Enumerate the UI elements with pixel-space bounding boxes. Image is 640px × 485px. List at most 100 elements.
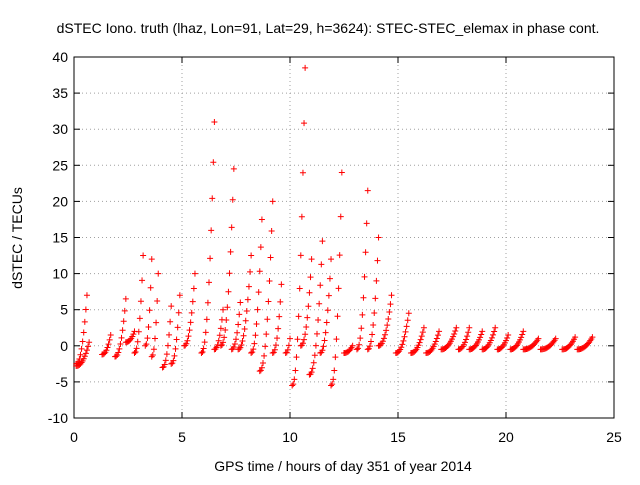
data-point xyxy=(487,337,494,344)
data-point xyxy=(145,323,152,330)
data-point xyxy=(476,336,482,343)
data-point xyxy=(236,346,243,353)
x-tick-label: 20 xyxy=(498,429,514,445)
data-arc xyxy=(198,118,218,357)
data-point xyxy=(311,352,318,359)
data-arc xyxy=(269,281,285,357)
data-point xyxy=(85,343,92,350)
data-point xyxy=(369,331,376,338)
data-point xyxy=(299,169,306,176)
data-point xyxy=(208,227,215,234)
data-point xyxy=(265,298,272,305)
data-point xyxy=(402,328,409,335)
data-point xyxy=(325,292,332,299)
data-point xyxy=(258,364,265,371)
data-point xyxy=(306,289,313,296)
data-point xyxy=(171,352,178,359)
data-point xyxy=(236,311,243,318)
y-tick-label: 30 xyxy=(52,121,68,137)
data-point xyxy=(519,331,526,338)
data-point xyxy=(225,288,232,295)
data-point xyxy=(383,327,390,334)
data-point xyxy=(220,339,227,346)
x-tick-label: 0 xyxy=(70,429,78,445)
data-point xyxy=(78,345,85,352)
data-point xyxy=(173,336,180,343)
data-point xyxy=(361,273,368,280)
data-point xyxy=(167,318,174,325)
data-point xyxy=(458,344,465,351)
data-arc xyxy=(282,335,293,357)
data-point xyxy=(315,316,322,323)
data-point xyxy=(268,227,275,234)
data-point xyxy=(386,308,393,315)
data-point xyxy=(360,294,367,301)
data-point xyxy=(308,369,315,376)
data-point xyxy=(552,335,559,342)
data-point xyxy=(365,345,372,352)
data-point xyxy=(420,324,427,331)
data-arc xyxy=(235,252,255,353)
data-point xyxy=(106,336,113,343)
data-arc xyxy=(392,310,412,357)
data-arc xyxy=(211,306,227,353)
data-point xyxy=(257,367,264,374)
data-point xyxy=(328,256,335,263)
data-arc xyxy=(423,328,443,357)
data-point xyxy=(433,335,440,342)
data-point xyxy=(200,345,207,352)
data-point xyxy=(187,319,194,326)
data-point xyxy=(297,252,304,259)
data-point xyxy=(305,303,312,310)
data-point xyxy=(294,336,301,343)
data-point xyxy=(298,213,305,220)
y-tick-label: 15 xyxy=(52,230,68,246)
data-point xyxy=(403,323,410,330)
data-point xyxy=(163,351,170,358)
data-point xyxy=(359,311,366,318)
data-point xyxy=(206,279,212,286)
data-point xyxy=(83,347,90,354)
data-point xyxy=(133,345,140,352)
data-point xyxy=(137,298,144,305)
data-point xyxy=(520,328,527,335)
data-point xyxy=(77,351,84,358)
data-point xyxy=(291,376,298,383)
data-point xyxy=(190,285,197,292)
data-point xyxy=(318,261,325,268)
data-point xyxy=(412,347,419,354)
data-point xyxy=(153,319,160,326)
data-point xyxy=(293,354,300,361)
data-point xyxy=(135,328,142,335)
data-point xyxy=(130,331,137,338)
data-arc xyxy=(479,324,499,353)
data-arc xyxy=(353,187,371,353)
data-point xyxy=(589,334,596,341)
data-point xyxy=(267,254,274,261)
data-point xyxy=(374,257,381,264)
data-point xyxy=(81,353,88,360)
data-point xyxy=(152,335,158,342)
data-point xyxy=(324,307,331,314)
data-point xyxy=(161,361,168,368)
data-point xyxy=(115,349,122,356)
data-point xyxy=(185,333,192,340)
data-point xyxy=(252,332,259,339)
data-point xyxy=(432,338,439,345)
data-point xyxy=(134,338,141,345)
data-point xyxy=(80,329,87,336)
data-point xyxy=(143,341,150,348)
data-point xyxy=(82,350,89,357)
x-tick-label: 10 xyxy=(282,429,298,445)
data-point xyxy=(479,328,486,335)
data-point xyxy=(132,349,139,356)
data-point xyxy=(150,346,157,353)
data-point xyxy=(149,352,156,359)
data-point xyxy=(336,252,343,259)
data-point xyxy=(503,337,509,344)
data-point xyxy=(251,340,258,347)
data-arc xyxy=(520,335,542,353)
data-arc xyxy=(73,292,90,367)
data-point xyxy=(338,169,345,176)
